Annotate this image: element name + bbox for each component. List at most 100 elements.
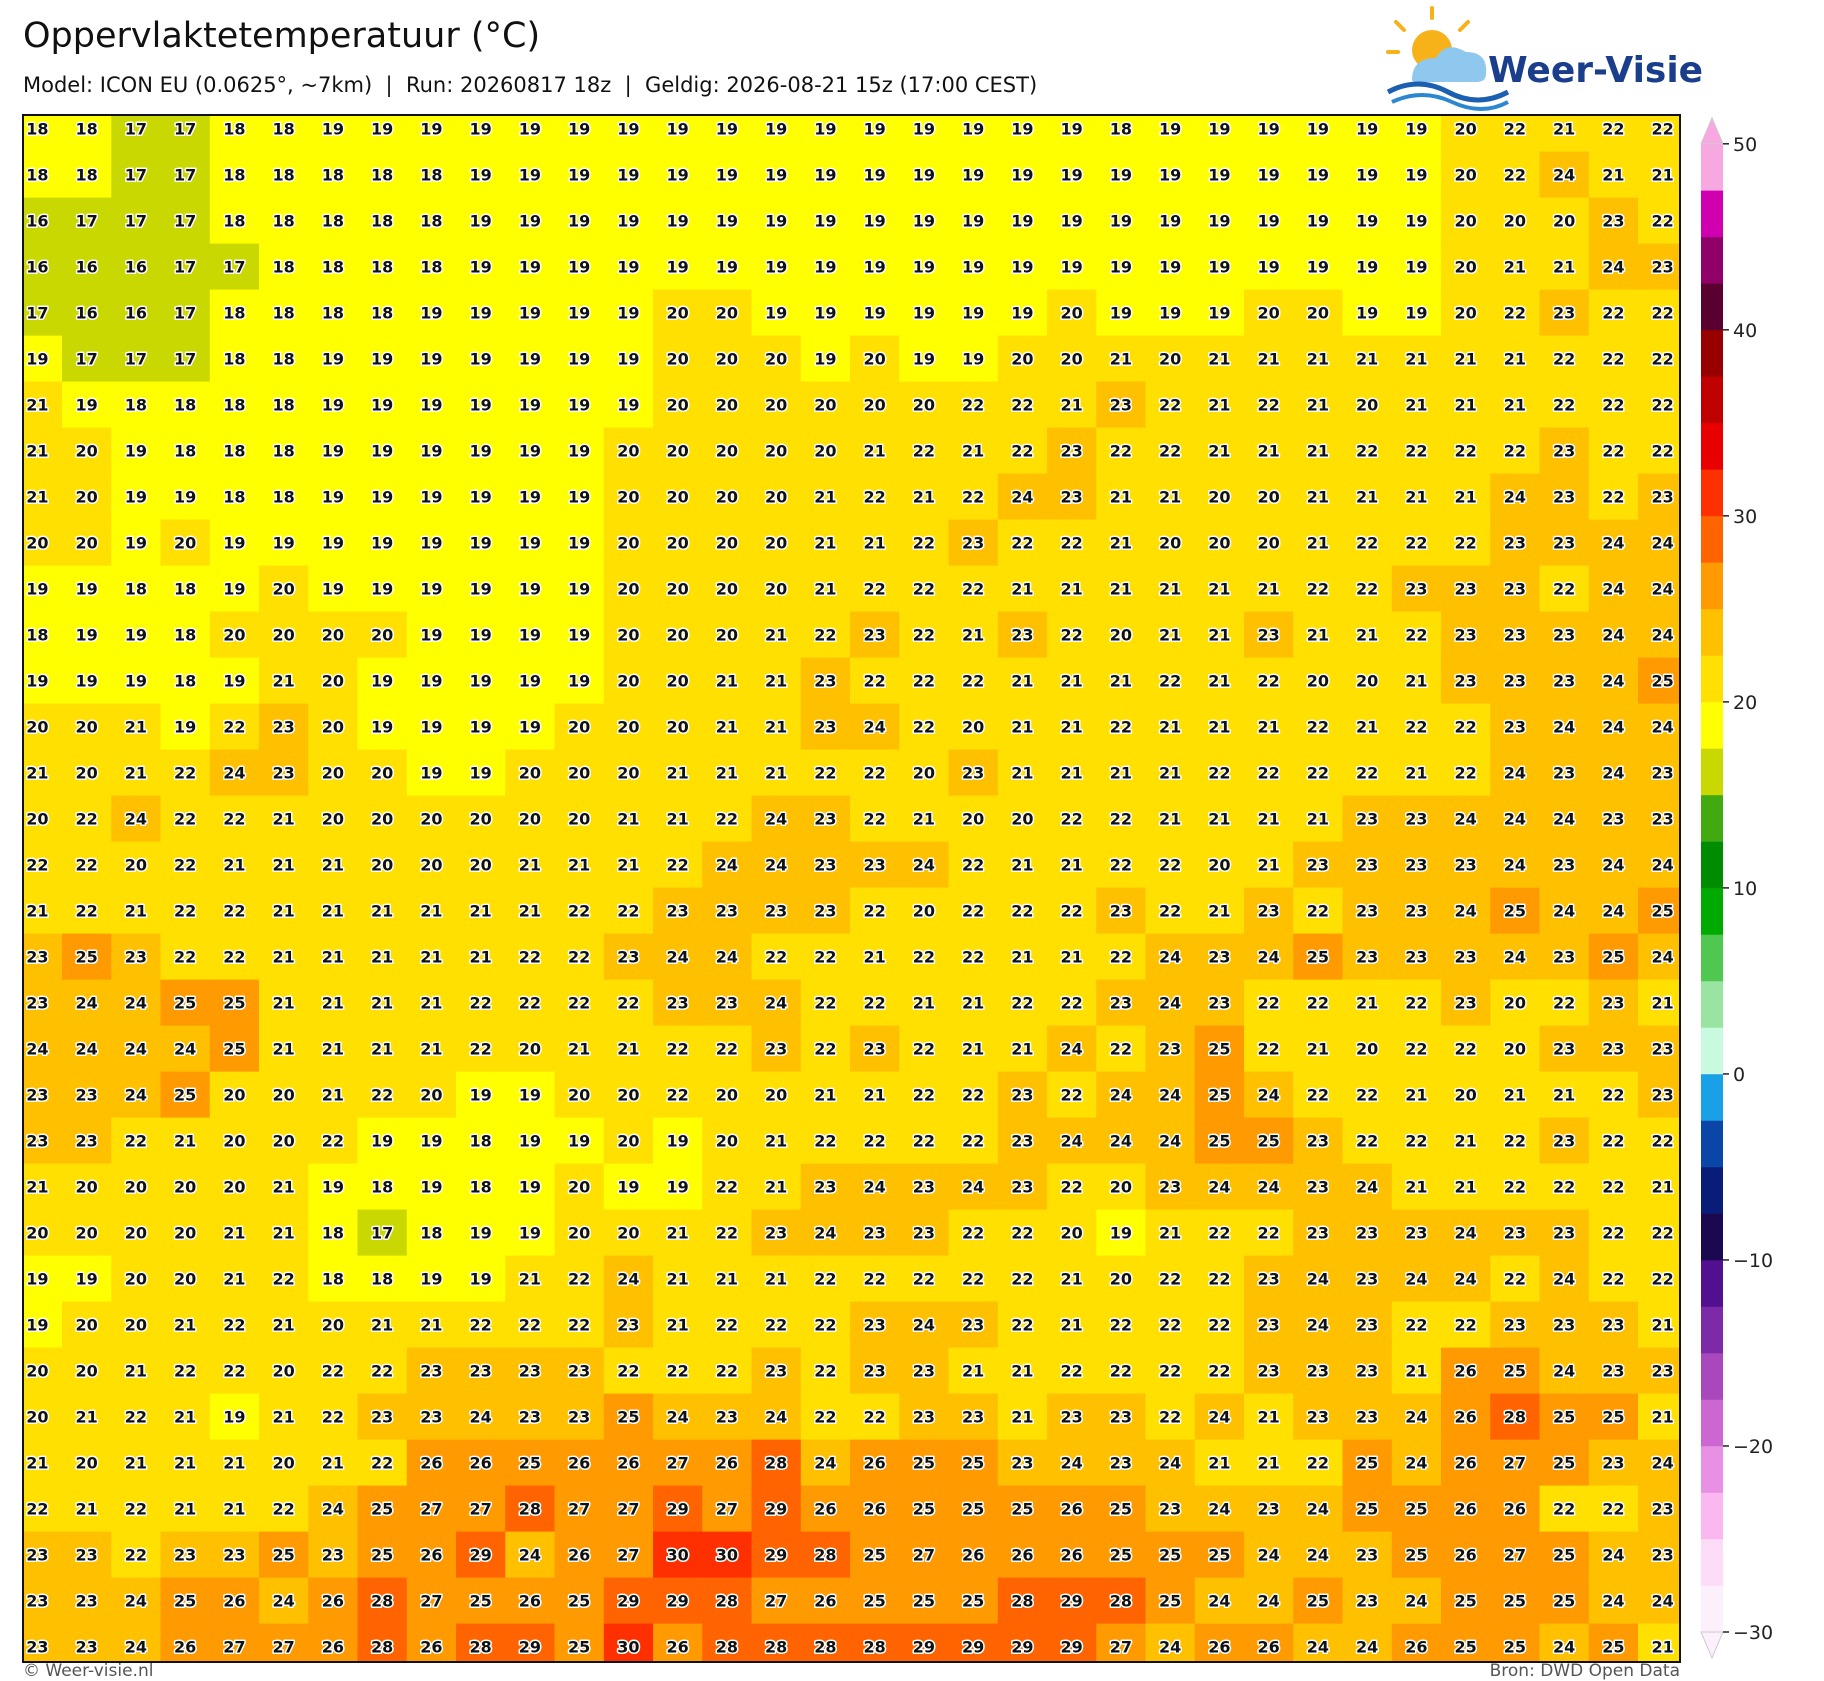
temperature-label: 21	[1356, 488, 1378, 507]
temperature-label: 23	[1652, 258, 1674, 277]
temperature-label: 20	[1061, 350, 1083, 369]
temperature-label: 19	[519, 212, 541, 231]
temperature-cell	[1145, 473, 1196, 521]
temperature-label: 24	[174, 1040, 196, 1059]
temperature-label: 20	[864, 350, 886, 369]
temperature-label: 24	[1405, 1408, 1427, 1427]
temperature-cell	[850, 795, 900, 843]
temperature-label: 19	[371, 488, 393, 507]
temperature-label: 26	[420, 1638, 442, 1657]
temperature-label: 20	[223, 1086, 245, 1105]
temperature-label: 20	[1455, 1086, 1477, 1105]
temperature-cell	[1244, 427, 1294, 475]
temperature-label: 22	[568, 994, 590, 1013]
temperature-cell	[997, 1301, 1048, 1349]
temperature-cell	[1342, 703, 1393, 751]
temperature-label: 21	[962, 442, 984, 461]
temperature-cell	[1194, 979, 1245, 1027]
temperature-cell	[850, 933, 900, 981]
temperature-cell	[456, 1255, 506, 1303]
temperature-cell	[899, 565, 950, 613]
temperature-label: 24	[1208, 1408, 1230, 1427]
temperature-label: 21	[174, 1408, 196, 1427]
temperature-label: 21	[420, 902, 442, 921]
temperature-cell	[1244, 381, 1294, 429]
temperature-cell	[1096, 1347, 1147, 1395]
temperature-cell	[1490, 979, 1541, 1027]
temperature-cell	[554, 657, 605, 705]
temperature-label: 19	[568, 396, 590, 415]
temperature-label: 23	[962, 1316, 984, 1335]
temperature-cell	[702, 1577, 753, 1625]
temperature-label: 22	[1307, 902, 1329, 921]
temperature-cell	[62, 841, 112, 889]
temperature-cell	[850, 1071, 900, 1119]
temperature-cell	[1194, 427, 1245, 475]
temperature-cell	[505, 1393, 556, 1441]
temperature-label: 23	[1110, 902, 1132, 921]
temperature-label: 24	[1307, 1638, 1329, 1657]
temperature-label: 22	[1602, 350, 1624, 369]
temperature-cell	[1391, 565, 1442, 613]
temperature-cell	[406, 703, 457, 751]
temperature-label: 21	[617, 856, 639, 875]
temperature-cell	[111, 841, 162, 889]
temperature-label: 22	[1405, 994, 1427, 1013]
temperature-label: 20	[174, 1224, 196, 1243]
temperature-label: 23	[864, 1362, 886, 1381]
temperature-cell	[603, 473, 654, 521]
temperature-label: 19	[617, 120, 639, 139]
temperature-cell	[1342, 1301, 1393, 1349]
temperature-label: 23	[76, 1086, 98, 1105]
temperature-label: 22	[1307, 718, 1329, 737]
temperature-label: 20	[765, 442, 787, 461]
temperature-label: 24	[223, 764, 245, 783]
temperature-label: 21	[1159, 1224, 1181, 1243]
temperature-label: 23	[1159, 1500, 1181, 1519]
temperature-label: 21	[1405, 1362, 1427, 1381]
temperature-cell	[1145, 1347, 1196, 1395]
temperature-cell	[800, 795, 851, 843]
temperature-label: 22	[1652, 1224, 1674, 1243]
temperature-cell	[1342, 1347, 1393, 1395]
temperature-cell	[23, 427, 63, 475]
temperature-label: 19	[519, 1178, 541, 1197]
temperature-cell	[259, 427, 309, 475]
temperature-cell	[1293, 795, 1344, 843]
temperature-cell	[751, 1301, 802, 1349]
temperature-cell	[1441, 933, 1491, 981]
temperature-cell	[554, 1255, 605, 1303]
temperature-cell	[1047, 1163, 1097, 1211]
temperature-label: 20	[76, 1454, 98, 1473]
temperature-cell	[850, 473, 900, 521]
temperature-cell	[406, 1117, 457, 1165]
temperature-cell	[1047, 335, 1097, 383]
temperature-label: 20	[76, 1224, 98, 1243]
temperature-cell	[1244, 887, 1294, 935]
temperature-cell	[23, 1255, 63, 1303]
temperature-label: 26	[568, 1454, 590, 1473]
temperature-cell	[702, 657, 753, 705]
temperature-label: 24	[1307, 1270, 1329, 1289]
temperature-cell	[160, 841, 211, 889]
temperature-cell	[111, 1531, 162, 1579]
temperature-label: 19	[1011, 166, 1033, 185]
temperature-cell	[1145, 151, 1196, 199]
temperature-label: 20	[765, 488, 787, 507]
temperature-label: 21	[1110, 350, 1132, 369]
temperature-cell	[800, 657, 851, 705]
temperature-label: 29	[962, 1638, 984, 1657]
temperature-cell	[1194, 1439, 1245, 1487]
temperature-cell	[357, 335, 408, 383]
temperature-cell	[111, 1117, 162, 1165]
temperature-cell	[1588, 335, 1639, 383]
temperature-label: 24	[1307, 1500, 1329, 1519]
temperature-cell	[406, 473, 457, 521]
temperature-label: 19	[765, 120, 787, 139]
temperature-label: 19	[716, 258, 738, 277]
temperature-cell	[1441, 703, 1491, 751]
temperature-label: 19	[420, 304, 442, 323]
temperature-label: 25	[1553, 1592, 1575, 1611]
temperature-label: 21	[1356, 994, 1378, 1013]
temperature-cell	[160, 1577, 211, 1625]
